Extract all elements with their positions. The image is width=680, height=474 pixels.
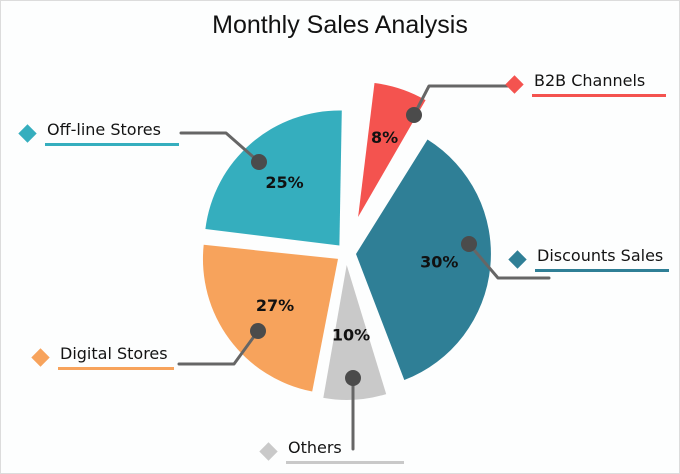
callout-others[interactable]: Others: [259, 438, 404, 464]
leader-line-off-line-stores: [179, 131, 261, 164]
leader-line-digital-stores: [177, 329, 260, 366]
callout-label: Digital Stores: [58, 344, 174, 370]
callout-label: Discounts Sales: [535, 246, 670, 272]
diamond-icon-discounts-sales: [508, 249, 527, 269]
callout-discounts-sales[interactable]: Discounts Sales: [508, 246, 670, 272]
percent-label-discounts-sales: 30%: [420, 253, 458, 272]
callout-label: Off-line Stores: [45, 120, 179, 146]
callout-off-line-stores[interactable]: Off-line Stores: [18, 120, 179, 146]
chart-title: Monthly Sales Analysis: [212, 11, 468, 39]
leader-line-discounts-sales: [467, 242, 551, 280]
leader-dot-others: [345, 370, 361, 386]
pie-slice-discounts-sales[interactable]: [356, 139, 491, 381]
callout-digital-stores[interactable]: Digital Stores: [31, 344, 174, 370]
callout-label: Others: [286, 438, 404, 464]
diamond-icon-others: [259, 441, 278, 461]
leader-dot-b2b-channels: [406, 107, 422, 123]
callout-label: B2B Channels: [532, 71, 666, 97]
percent-label-digital-stores: 27%: [256, 296, 294, 315]
leader-dot-discounts-sales: [461, 236, 477, 252]
leader-line-b2b-channels: [412, 84, 511, 117]
leader-dot-digital-stores: [250, 323, 266, 339]
percent-label-b2b-channels: 8%: [371, 128, 398, 147]
pie-slice-digital-stores[interactable]: [202, 244, 338, 392]
leader-dot-off-line-stores: [251, 154, 267, 170]
diamond-icon-b2b-channels: [505, 74, 524, 94]
percent-label-others: 10%: [332, 326, 370, 345]
diamond-icon-off-line-stores: [18, 123, 37, 143]
diamond-icon-digital-stores: [31, 347, 50, 367]
callout-b2b-channels[interactable]: B2B Channels: [505, 71, 666, 97]
pie-slice-off-line-stores[interactable]: [205, 110, 342, 246]
percent-label-off-line-stores: 25%: [265, 173, 303, 192]
pie-slice-others[interactable]: [323, 265, 387, 400]
